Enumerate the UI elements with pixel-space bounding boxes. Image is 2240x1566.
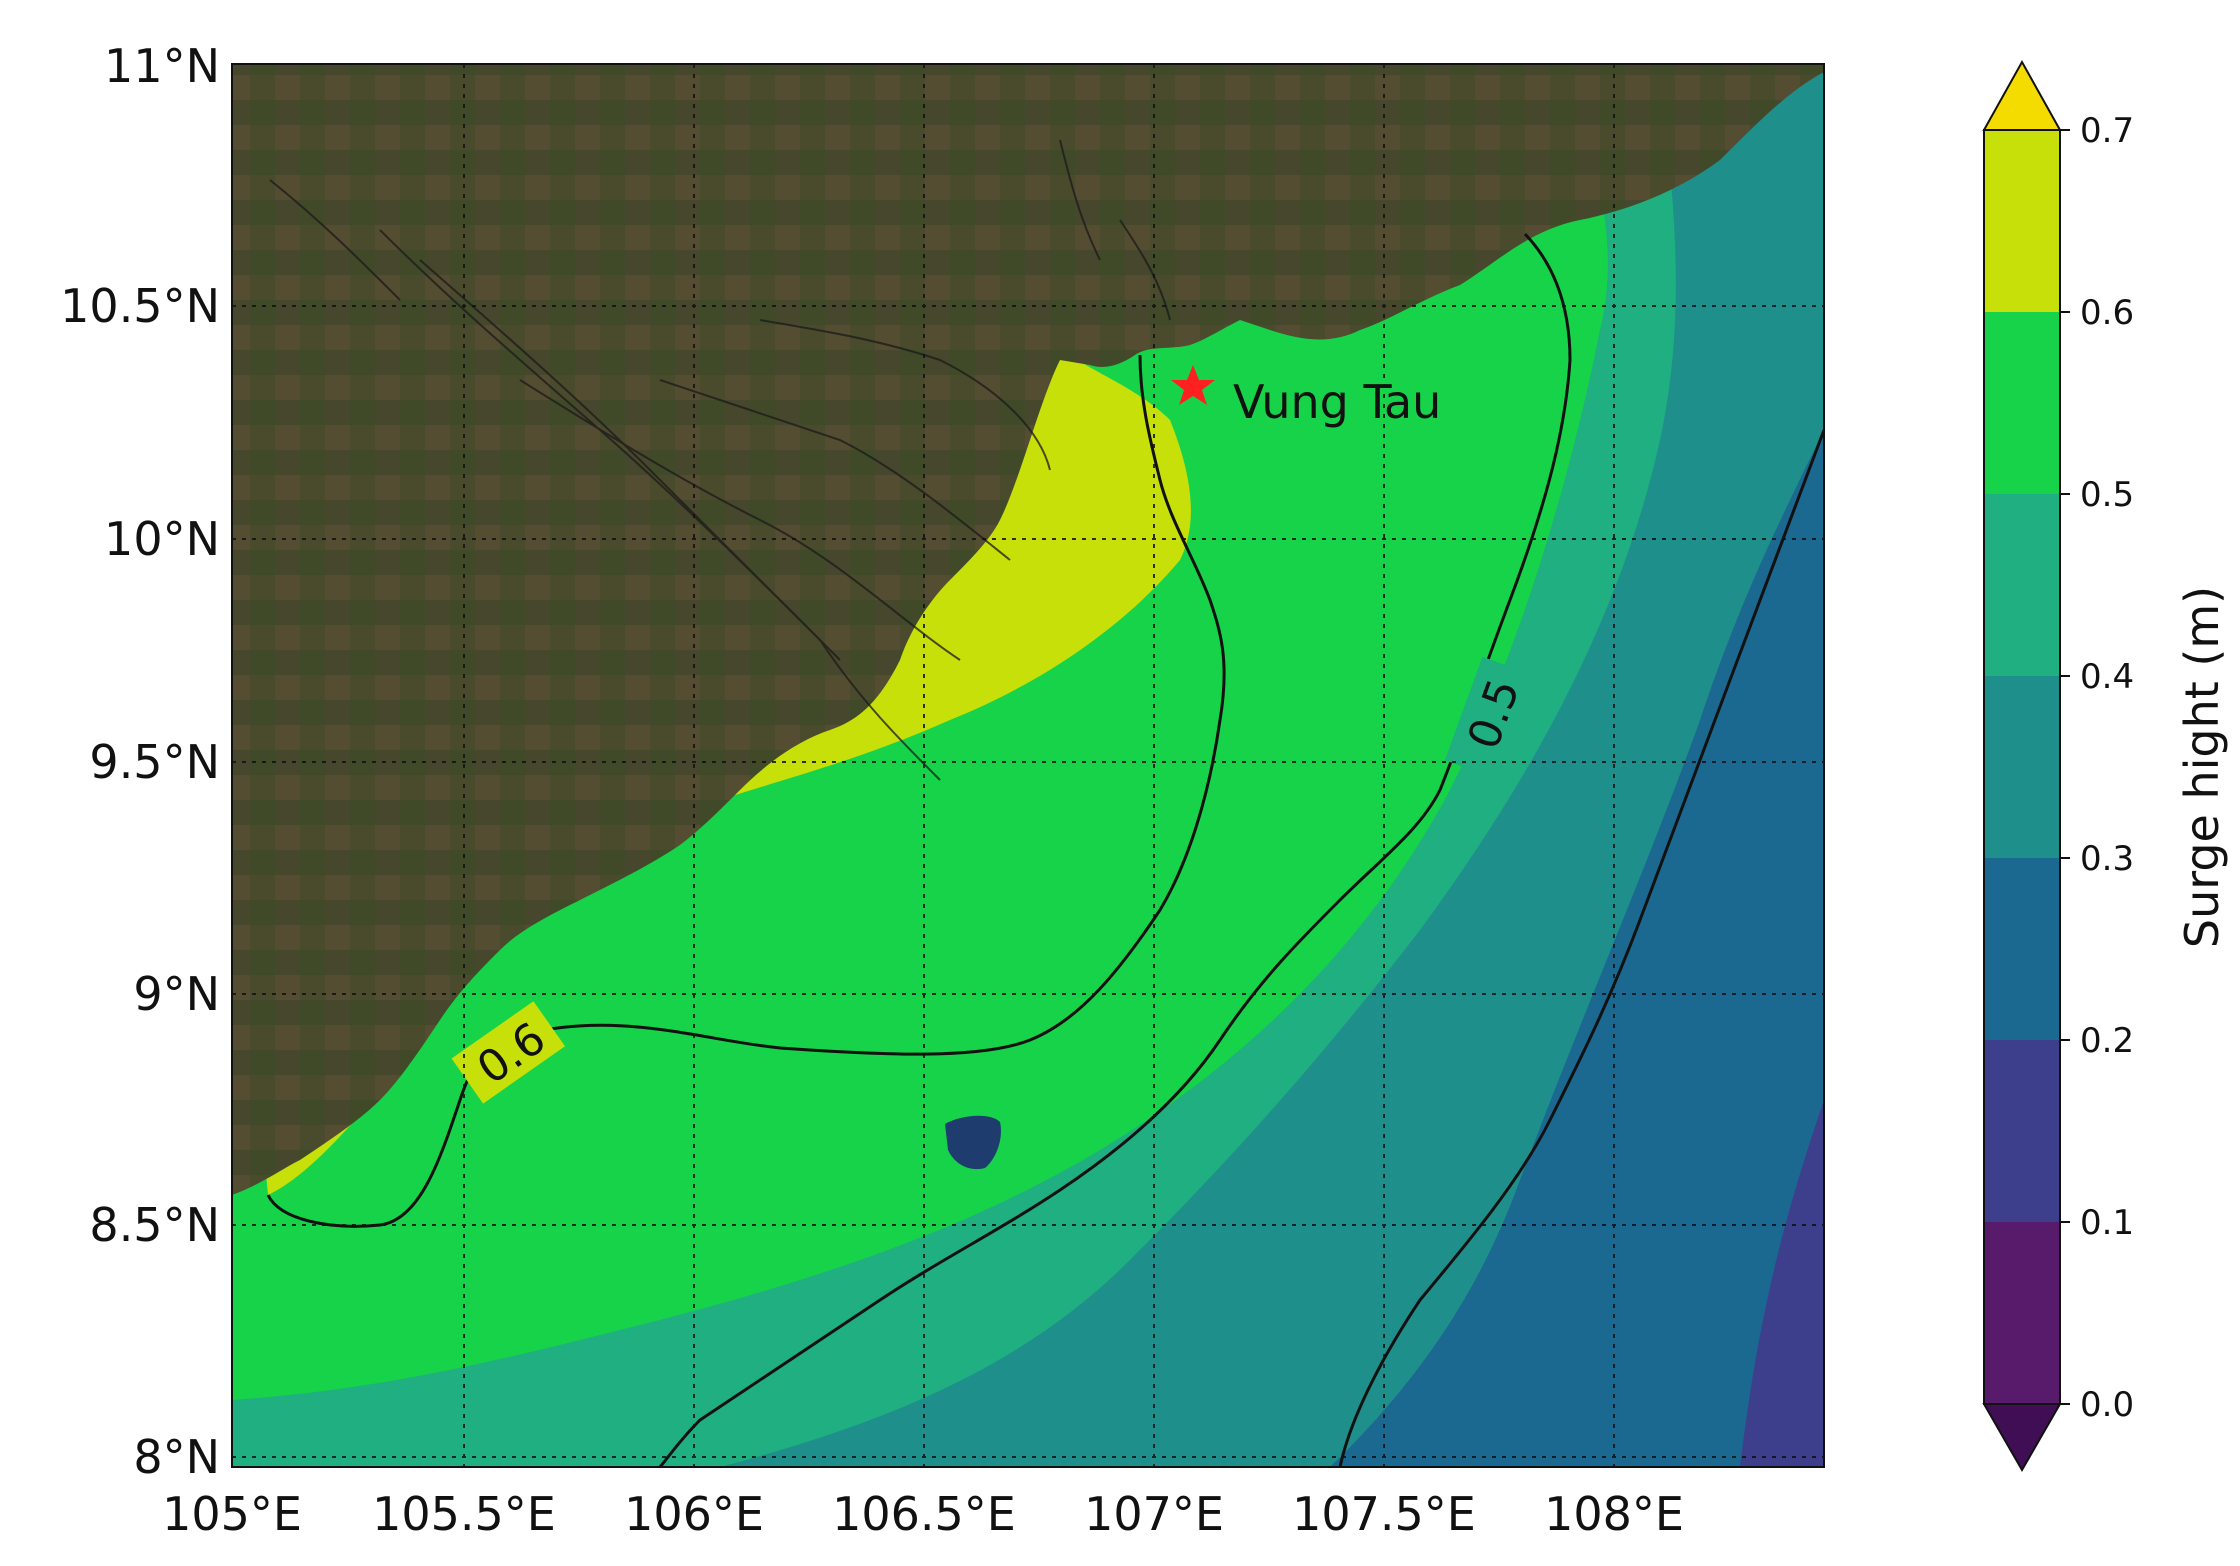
colorbar-band: [1984, 130, 2060, 312]
colorbar-band: [1984, 312, 2060, 494]
contour-0.4: [1338, 429, 1824, 1467]
y-tick: 10°N: [104, 512, 220, 566]
y-tick: 8°N: [133, 1430, 220, 1484]
y-tick: 8.5°N: [89, 1198, 220, 1252]
x-tick: 106°E: [624, 1487, 764, 1541]
x-tick: 107°E: [1084, 1487, 1224, 1541]
map-frame: [231, 63, 1825, 1468]
colorbar-band: [1984, 676, 2060, 858]
x-axis-labels: 105°E 105.5°E 106°E 106.5°E 107°E 107.5°…: [162, 1487, 1684, 1541]
x-tick: 105°E: [162, 1487, 302, 1541]
colorbar: 0.7 0.6 0.5 0.4 0.3 0.2 0.1 0.0 Surge hi…: [1982, 59, 2229, 1473]
x-tick: 106.5°E: [832, 1487, 1016, 1541]
contour-0.6: [266, 354, 1226, 1228]
colorbar-tick: 0.0: [2080, 1385, 2134, 1425]
colorbar-over-arrow: [1982, 59, 2062, 131]
colorbar-band: [1984, 1222, 2060, 1404]
x-tick: 105.5°E: [372, 1487, 556, 1541]
colorbar-tick: 0.4: [2080, 657, 2134, 697]
y-axis-labels: 11°N 10.5°N 10°N 9.5°N 9°N 8.5°N 8°N: [60, 39, 220, 1484]
land-island-con-dao: [945, 1115, 1001, 1170]
colorbar-under-arrow: [1982, 1403, 2062, 1473]
colorbar-tick: 0.1: [2080, 1203, 2134, 1243]
colorbar-band: [1984, 858, 2060, 1040]
colorbar-label: Surge hight (m): [2175, 586, 2229, 948]
y-tick: 10.5°N: [60, 279, 220, 333]
x-tick: 108°E: [1544, 1487, 1684, 1541]
colorbar-band: [1984, 1040, 2060, 1222]
vung-tau-star-marker: [1171, 365, 1215, 405]
x-tick: 107.5°E: [1292, 1487, 1476, 1541]
map-panel: 0.6 0.5 Vung Tau: [232, 64, 1824, 1467]
colorbar-tick: 0.2: [2080, 1021, 2134, 1061]
y-tick: 11°N: [104, 39, 220, 93]
gridlines: [232, 64, 1824, 1467]
vung-tau-label: Vung Tau: [1233, 375, 1441, 429]
land-mainland: [232, 64, 1824, 1195]
contour-0.5: [658, 232, 1572, 1467]
colorbar-tick: 0.6: [2080, 293, 2134, 333]
colorbar-tick: 0.5: [2080, 475, 2134, 515]
colorbar-tick: 0.7: [2080, 111, 2134, 151]
colorbar-tick: 0.3: [2080, 839, 2134, 879]
contour-lines: [266, 232, 1824, 1467]
y-tick: 9°N: [133, 967, 220, 1021]
y-tick: 9.5°N: [89, 735, 220, 789]
colorbar-band: [1984, 494, 2060, 676]
river-lines: [269, 139, 1171, 781]
